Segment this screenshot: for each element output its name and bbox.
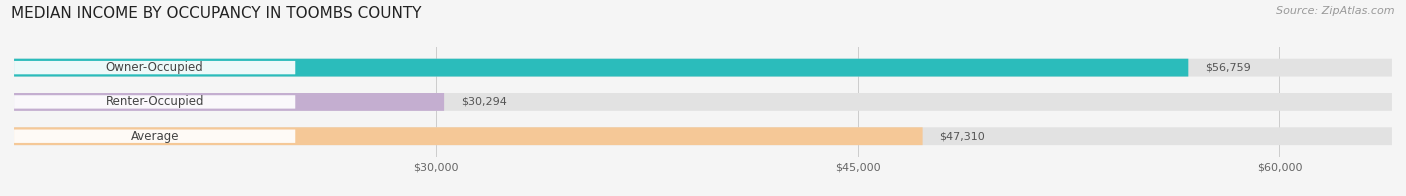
Text: Average: Average <box>131 130 179 143</box>
FancyBboxPatch shape <box>14 93 1392 111</box>
FancyBboxPatch shape <box>14 95 295 109</box>
Text: Renter-Occupied: Renter-Occupied <box>105 95 204 108</box>
FancyBboxPatch shape <box>14 130 295 143</box>
FancyBboxPatch shape <box>14 59 1188 77</box>
FancyBboxPatch shape <box>14 93 444 111</box>
Text: $30,294: $30,294 <box>461 97 508 107</box>
Text: Source: ZipAtlas.com: Source: ZipAtlas.com <box>1277 6 1395 16</box>
Text: $56,759: $56,759 <box>1205 63 1251 73</box>
FancyBboxPatch shape <box>14 59 1392 77</box>
Text: $47,310: $47,310 <box>939 131 986 141</box>
FancyBboxPatch shape <box>14 127 922 145</box>
Text: Owner-Occupied: Owner-Occupied <box>105 61 204 74</box>
FancyBboxPatch shape <box>14 61 295 74</box>
Text: MEDIAN INCOME BY OCCUPANCY IN TOOMBS COUNTY: MEDIAN INCOME BY OCCUPANCY IN TOOMBS COU… <box>11 6 422 21</box>
FancyBboxPatch shape <box>14 127 1392 145</box>
